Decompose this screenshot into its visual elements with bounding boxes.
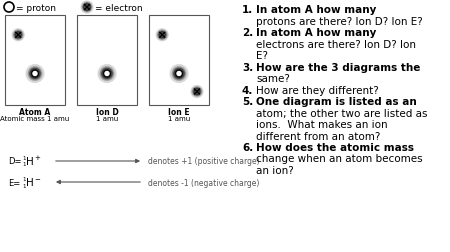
Bar bbox=[149, 16, 209, 106]
Text: 5.: 5. bbox=[242, 97, 253, 107]
Text: 6.: 6. bbox=[242, 142, 253, 152]
Text: 1: 1 bbox=[22, 183, 26, 188]
Text: Ion E: Ion E bbox=[168, 108, 190, 116]
Text: 1: 1 bbox=[22, 162, 26, 167]
Text: 4.: 4. bbox=[242, 85, 253, 95]
Bar bbox=[77, 16, 137, 106]
Text: How are the 3 diagrams the: How are the 3 diagrams the bbox=[256, 62, 420, 72]
Circle shape bbox=[84, 5, 90, 11]
Circle shape bbox=[103, 70, 111, 78]
Circle shape bbox=[12, 30, 24, 42]
Circle shape bbox=[100, 67, 114, 81]
Circle shape bbox=[176, 71, 182, 77]
Circle shape bbox=[158, 31, 166, 40]
Circle shape bbox=[194, 89, 200, 95]
Text: change when an atom becomes: change when an atom becomes bbox=[256, 154, 423, 164]
Text: 1 amu: 1 amu bbox=[168, 115, 190, 121]
Circle shape bbox=[175, 70, 183, 78]
Bar bbox=[5, 16, 65, 106]
Text: ions.  What makes an ion: ions. What makes an ion bbox=[256, 119, 387, 130]
Text: protons are there? Ion D? Ion E?: protons are there? Ion D? Ion E? bbox=[256, 16, 423, 26]
Text: 1.: 1. bbox=[242, 5, 253, 15]
Circle shape bbox=[26, 65, 44, 83]
Text: 2.: 2. bbox=[242, 28, 253, 38]
Circle shape bbox=[159, 33, 166, 39]
Text: How does the atomic mass: How does the atomic mass bbox=[256, 142, 414, 152]
Text: In atom A how many: In atom A how many bbox=[256, 5, 376, 15]
Text: E=: E= bbox=[8, 178, 20, 187]
Text: different from an atom?: different from an atom? bbox=[256, 131, 380, 141]
Circle shape bbox=[15, 33, 22, 39]
Text: = electron: = electron bbox=[95, 4, 143, 12]
Circle shape bbox=[82, 4, 91, 12]
Text: denotes +1 (positive charge): denotes +1 (positive charge) bbox=[148, 157, 260, 166]
Text: In atom A how many: In atom A how many bbox=[256, 28, 376, 38]
Circle shape bbox=[156, 30, 168, 42]
Text: 3.: 3. bbox=[242, 62, 253, 72]
Text: same?: same? bbox=[256, 74, 290, 84]
Text: 1: 1 bbox=[22, 176, 26, 181]
Circle shape bbox=[104, 71, 110, 77]
Circle shape bbox=[102, 69, 112, 80]
Text: H: H bbox=[26, 156, 34, 166]
Text: Atom A: Atom A bbox=[19, 108, 50, 116]
Circle shape bbox=[28, 67, 42, 81]
Circle shape bbox=[81, 2, 93, 14]
Circle shape bbox=[30, 69, 40, 80]
Text: denotes -1 (negative charge): denotes -1 (negative charge) bbox=[148, 178, 259, 187]
Circle shape bbox=[191, 86, 203, 98]
Text: 1: 1 bbox=[22, 155, 26, 160]
Text: atom; the other two are listed as: atom; the other two are listed as bbox=[256, 108, 427, 118]
Text: +: + bbox=[34, 155, 40, 161]
Text: E?: E? bbox=[256, 51, 268, 61]
Text: electrons are there? Ion D? Ion: electrons are there? Ion D? Ion bbox=[256, 39, 416, 49]
Circle shape bbox=[32, 71, 38, 77]
Circle shape bbox=[174, 69, 184, 80]
Text: 1 amu: 1 amu bbox=[96, 115, 118, 121]
Circle shape bbox=[177, 72, 181, 76]
Circle shape bbox=[193, 88, 202, 97]
Text: How are they different?: How are they different? bbox=[256, 85, 379, 95]
Text: an ion?: an ion? bbox=[256, 165, 294, 175]
Circle shape bbox=[31, 70, 39, 78]
Circle shape bbox=[14, 31, 22, 40]
Circle shape bbox=[172, 67, 186, 81]
Text: Atomic mass 1 amu: Atomic mass 1 amu bbox=[0, 115, 70, 121]
Text: D=: D= bbox=[8, 157, 22, 166]
Text: Ion D: Ion D bbox=[95, 108, 118, 116]
Circle shape bbox=[33, 72, 37, 76]
Circle shape bbox=[170, 65, 188, 83]
Text: One diagram is listed as an: One diagram is listed as an bbox=[256, 97, 417, 107]
Circle shape bbox=[98, 65, 116, 83]
Text: = proton: = proton bbox=[16, 4, 56, 12]
Circle shape bbox=[105, 72, 109, 76]
Text: H: H bbox=[26, 177, 34, 187]
Text: −: − bbox=[34, 176, 40, 182]
